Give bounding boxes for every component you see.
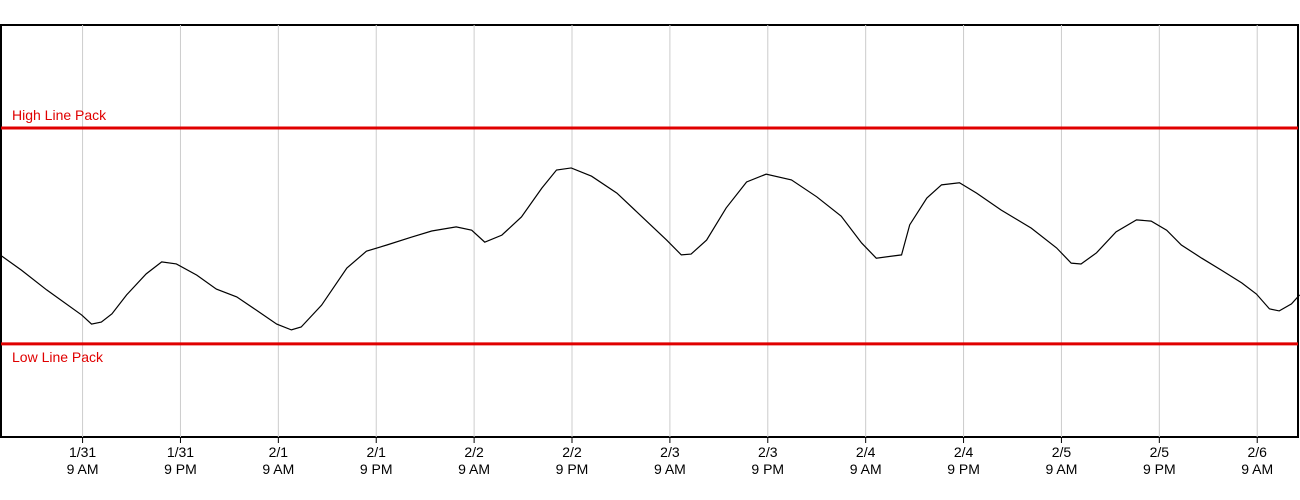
data-line: [1, 167, 1300, 331]
x-tick-label: 9 AM: [1241, 461, 1273, 477]
reference-label: Low Line Pack: [12, 349, 104, 365]
x-tick-label: 2/2: [464, 444, 484, 460]
x-tick-label: 2/4: [954, 444, 974, 460]
x-tick-label: 9 AM: [262, 461, 294, 477]
x-tick-label: 2/5: [1052, 444, 1072, 460]
x-tick-label: 2/3: [660, 444, 680, 460]
reference-label: High Line Pack: [12, 107, 107, 123]
x-tick-label: 9 PM: [751, 461, 784, 477]
x-tick-label: 2/6: [1247, 444, 1267, 460]
x-tick-label: 9 AM: [67, 461, 99, 477]
x-tick-label: 9 PM: [1143, 461, 1176, 477]
x-tick-label: 2/3: [758, 444, 778, 460]
x-tick-label: 2/4: [856, 444, 876, 460]
x-tick-label: 2/1: [269, 444, 289, 460]
x-tick-label: 9 PM: [556, 461, 589, 477]
x-tick-label: 9 AM: [458, 461, 490, 477]
x-tick-label: 9 AM: [850, 461, 882, 477]
x-tick-label: 9 AM: [1045, 461, 1077, 477]
x-tick-label: 9 PM: [360, 461, 393, 477]
x-tick-label: 2/5: [1150, 444, 1170, 460]
x-tick-label: 2/1: [366, 444, 386, 460]
x-tick-label: 1/31: [167, 444, 194, 460]
plot-frame: [0, 24, 1299, 438]
x-tick-label: 9 PM: [947, 461, 980, 477]
x-tick-label: 9 AM: [654, 461, 686, 477]
x-tick-label: 9 PM: [164, 461, 197, 477]
x-tick-label: 2/2: [562, 444, 582, 460]
x-tick-label: 1/31: [69, 444, 96, 460]
